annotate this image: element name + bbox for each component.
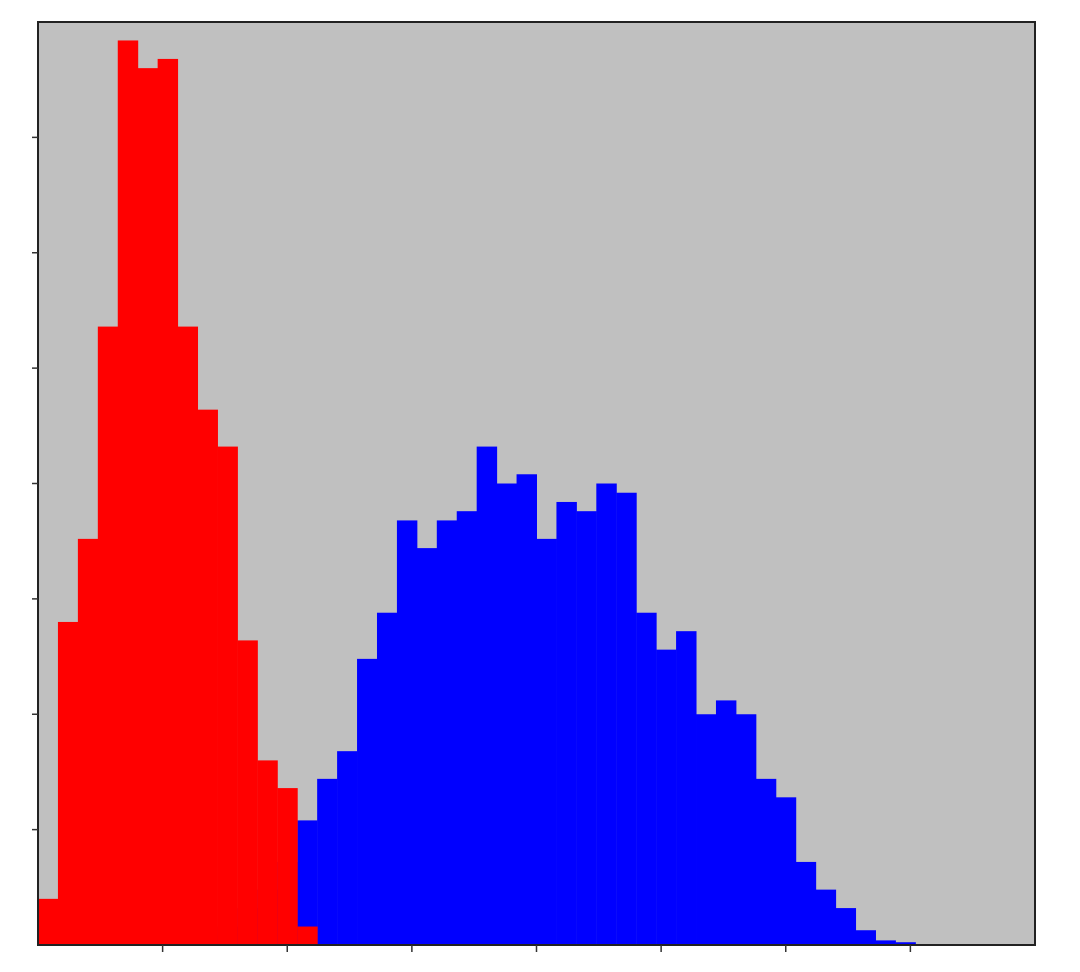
histogram-bar [497,484,517,946]
histogram-bar [277,788,297,945]
histogram-bar [636,613,656,945]
histogram-bar [836,908,856,945]
histogram-bar [576,511,596,945]
histogram-bar [716,700,736,945]
y-tick [32,252,38,254]
x-tick [411,945,413,952]
x-tick [287,945,289,952]
histogram-bar [297,927,317,945]
histogram-bar [138,68,158,945]
histogram-bar [178,327,198,945]
y-tick [32,483,38,485]
histogram-marks [38,40,916,945]
histogram-bar [796,862,816,945]
histogram-bar [198,410,218,945]
chart [0,0,1080,972]
y-tick [32,714,38,716]
histogram-bar [856,930,876,945]
histogram-bar [816,890,836,945]
histogram-bar [38,899,58,945]
histogram-bar [98,327,118,945]
plot-frame [38,22,1035,945]
histogram-bar [656,650,676,945]
histogram-bar [417,548,437,945]
histogram-bar [78,539,98,945]
y-tick [32,137,38,139]
x-tick [536,945,538,952]
histogram-bar [457,511,477,945]
histogram-bar [58,622,78,945]
y-tick [32,598,38,600]
histogram-bar [776,797,796,945]
histogram-bar [257,760,277,945]
histogram-bar [696,714,716,945]
x-tick [910,945,912,952]
y-tick [32,829,38,831]
histogram-bar [756,779,776,945]
histogram-bar [158,59,178,945]
histogram-bar [676,631,696,945]
histogram-bar [537,539,557,945]
histogram-bar [118,40,138,945]
histogram-series [38,40,318,945]
x-tick [660,945,662,952]
histogram-series [178,447,916,945]
histogram-bar [517,474,537,945]
histogram-bar [736,714,756,945]
histogram-bar [297,820,317,945]
histogram-bar [317,779,337,945]
histogram-bar [556,502,576,945]
histogram-bar [596,484,616,946]
plot-background [38,22,1035,945]
x-tick [785,945,787,952]
x-tick [162,945,164,952]
histogram-bar [237,640,257,945]
histogram-bar [616,493,636,945]
chart-container [0,0,1080,972]
y-tick [32,367,38,369]
histogram-bar [377,613,397,945]
histogram-bar [217,447,237,945]
histogram-bar [337,751,357,945]
histogram-bar [437,520,457,945]
histogram-bar [477,447,497,945]
histogram-bar [397,520,417,945]
histogram-bar [357,659,377,945]
